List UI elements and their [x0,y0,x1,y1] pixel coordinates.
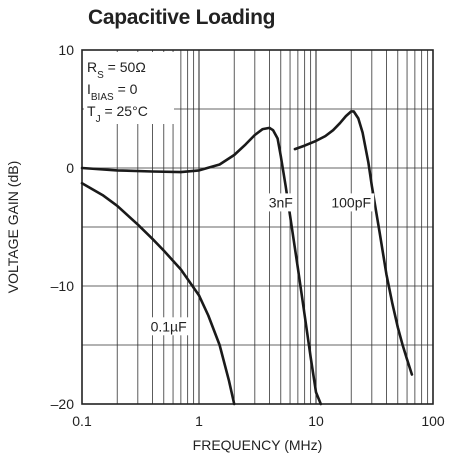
series-line-3nF [80,126,323,406]
series-layer [80,110,414,406]
condition-line: RS = 50Ω [87,59,146,81]
curve-label: 3nF [269,194,293,210]
x-tick-label: 100 [421,413,445,429]
curve-labels: 3nF 100pF 0.1µF [145,193,375,336]
curve-label-bg [328,193,375,212]
x-tick-label: 0.1 [72,413,92,429]
y-tick-label: –20 [51,396,75,412]
y-axis-label: VOLTAGE GAIN (dB) [5,161,21,294]
grid [82,50,433,404]
plot-frame [81,49,434,405]
conditions-bg [84,52,174,124]
series-line-01F [80,182,236,406]
curve-label-bg [145,317,192,336]
x-tick-label: 1 [195,413,203,429]
y-tick-label: 10 [58,42,74,58]
condition-line: TJ = 25°C [87,103,148,125]
y-tick-label: 0 [66,160,74,176]
chart-title: Capacitive Loading [88,6,276,29]
curve-label: 0.1µF [151,318,187,334]
y-tick-label: –10 [51,278,75,294]
series-line-100pF [293,110,414,376]
x-tick-label: 10 [308,413,324,429]
condition-line: IBIAS = 0 [87,81,138,103]
tick-labels: 0.1 1 10 100 –20 –10 0 10 [51,42,445,429]
curve-label: 100pF [331,194,371,210]
curve-label-bg [266,193,296,212]
x-axis-label: FREQUENCY (MHz) [193,437,323,453]
